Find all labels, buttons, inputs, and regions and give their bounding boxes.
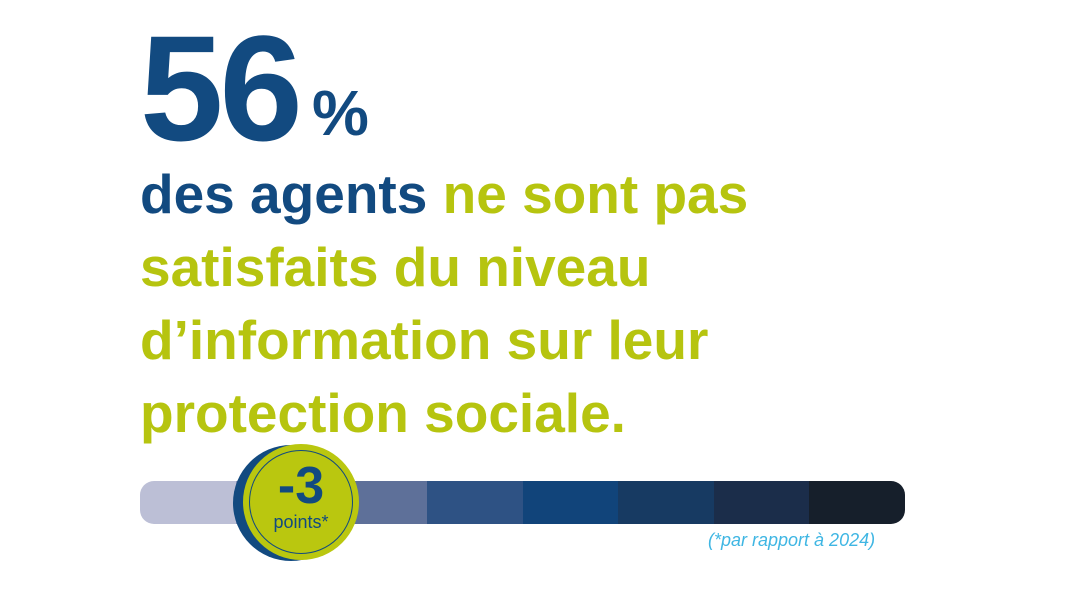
scale-segment-7 <box>713 481 810 524</box>
statement-highlight: des agents <box>140 163 428 225</box>
headline-percentage: 56 <box>140 4 303 172</box>
footnote: (*par rapport à 2024) <box>708 530 876 550</box>
change-badge: -3 points* <box>243 444 359 560</box>
statement-text: des agents ne sont pas satisfaits du niv… <box>140 158 840 450</box>
scale-segment-4 <box>426 481 523 524</box>
scale-segment-6 <box>618 481 714 524</box>
badge-change-value: -3 <box>277 457 325 515</box>
badge-ring <box>249 450 353 554</box>
scale-segment-8 <box>809 481 905 524</box>
badge-label: points* <box>273 512 329 532</box>
scale-segment-5 <box>522 481 619 524</box>
percent-sign: % <box>312 77 369 149</box>
statement-rest: ne sont pas satisfaits du niveau d’infor… <box>140 163 749 444</box>
scale-segment-1 <box>140 481 236 524</box>
